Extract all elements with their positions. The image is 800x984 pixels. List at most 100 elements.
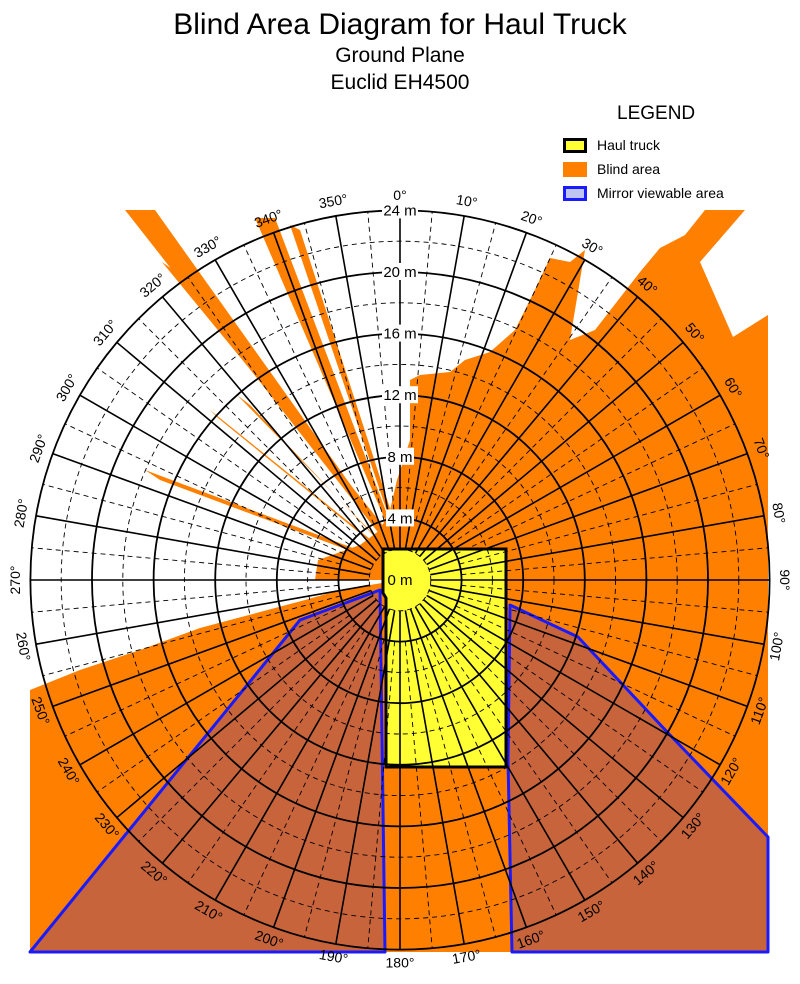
spoke-330deg xyxy=(214,259,386,554)
spoke-275deg xyxy=(31,547,339,576)
spoke-45deg xyxy=(443,318,662,537)
spoke-95deg xyxy=(461,584,769,613)
spoke-5deg xyxy=(404,211,433,519)
polar-grid xyxy=(29,209,771,951)
spoke-255deg xyxy=(42,595,341,677)
range-label-bg xyxy=(382,324,418,342)
spoke-345deg xyxy=(303,222,385,521)
spoke-310deg xyxy=(116,341,377,561)
radial-labels: 0 m 4 m 8 m 12 m 16 m 20 m 24 m xyxy=(382,201,418,589)
spoke-265deg xyxy=(31,584,339,613)
spoke-220deg xyxy=(161,603,381,864)
angle-label: 300° xyxy=(52,371,80,404)
spoke-50deg xyxy=(423,341,684,561)
range-label: 4 m xyxy=(387,510,412,527)
spoke-260deg xyxy=(35,584,370,645)
angle-label: 20° xyxy=(519,207,544,229)
angle-label: 100° xyxy=(766,631,787,662)
range-label: 20 m xyxy=(383,264,416,281)
spoke-155deg xyxy=(425,635,557,916)
spoke-135deg xyxy=(443,623,662,842)
spoke-290deg xyxy=(52,452,372,571)
range-label-bg xyxy=(386,509,414,527)
range-label-bg xyxy=(382,201,418,219)
spoke-65deg xyxy=(455,423,736,555)
spoke-205deg xyxy=(243,635,375,916)
spoke-320deg xyxy=(161,296,381,557)
spoke-75deg xyxy=(459,483,758,565)
angle-label: 80° xyxy=(769,501,788,525)
spoke-305deg xyxy=(96,367,350,546)
spoke-240deg xyxy=(79,594,374,766)
angle-label: 290° xyxy=(26,432,51,465)
legend-swatch-mirror-area xyxy=(563,185,587,201)
spoke-115deg xyxy=(455,605,736,737)
spoke-15deg xyxy=(415,222,497,521)
legend-item-mirror-area: Mirror viewable area xyxy=(563,181,793,205)
legend-label-blind-area: Blind area xyxy=(597,161,661,177)
spoke-315deg xyxy=(138,318,357,537)
blind-sliver-2 xyxy=(210,410,388,556)
spoke-355deg xyxy=(367,211,396,519)
spoke-10deg xyxy=(404,215,465,550)
spoke-165deg xyxy=(415,639,497,938)
spoke-55deg xyxy=(450,367,704,546)
spoke-120deg xyxy=(426,594,721,766)
range-label: 8 m xyxy=(387,449,412,466)
diagram-subtitle: Ground Plane xyxy=(335,44,465,67)
mirror-area-left xyxy=(28,588,387,954)
spoke-235deg xyxy=(96,614,350,793)
range-label-bg xyxy=(386,571,414,588)
blind-sliver-5 xyxy=(162,262,393,540)
spoke-280deg xyxy=(35,515,370,576)
spoke-105deg xyxy=(459,595,758,677)
range-label-bg xyxy=(386,447,414,465)
legend-swatch-blind-area xyxy=(563,161,587,177)
range-label: 0 m xyxy=(387,572,412,589)
spoke-70deg xyxy=(428,452,748,571)
spoke-190deg xyxy=(335,610,396,945)
spoke-300deg xyxy=(79,394,374,566)
spoke-185deg xyxy=(367,641,396,949)
spoke-20deg xyxy=(409,232,528,552)
spoke-170deg xyxy=(404,610,465,945)
legend-item-blind-area: Blind area xyxy=(563,157,793,181)
spoke-175deg xyxy=(404,641,433,949)
spoke-295deg xyxy=(64,423,345,555)
spoke-200deg xyxy=(272,608,391,928)
legend-item-haul-truck: Haul truck xyxy=(563,133,793,157)
range-label: 24 m xyxy=(383,202,416,219)
blind-sliver-7 xyxy=(290,225,397,532)
spoke-130deg xyxy=(423,599,684,819)
vehicle-model: Euclid EH4500 xyxy=(330,71,470,94)
spoke-80deg xyxy=(430,515,765,576)
angle-label: 330° xyxy=(191,232,224,260)
spoke-335deg xyxy=(243,244,375,525)
spoke-85deg xyxy=(461,547,769,576)
angle-label: 180° xyxy=(386,954,415,970)
angle-label: 260° xyxy=(13,631,34,662)
angle-label: 0° xyxy=(393,187,406,203)
legend-swatch-haul-truck xyxy=(563,137,587,153)
legend-title: LEGEND xyxy=(617,103,696,124)
spoke-145deg xyxy=(434,630,613,884)
spoke-245deg xyxy=(64,605,345,737)
angle-label: 280° xyxy=(11,498,32,529)
spoke-210deg xyxy=(214,606,386,901)
spoke-60deg xyxy=(426,394,721,566)
angle-label: 190° xyxy=(318,946,349,967)
angle-label: 90° xyxy=(777,569,793,590)
angle-label: 270° xyxy=(7,566,23,595)
spoke-225deg xyxy=(138,623,357,842)
spoke-195deg xyxy=(303,639,385,938)
spoke-25deg xyxy=(425,244,557,525)
angle-label: 170° xyxy=(451,946,482,967)
spoke-110deg xyxy=(428,589,748,708)
spoke-340deg xyxy=(272,232,391,552)
spoke-35deg xyxy=(434,276,613,530)
spoke-160deg xyxy=(409,608,528,928)
angle-label: 10° xyxy=(455,191,479,210)
spoke-215deg xyxy=(187,630,366,884)
spoke-230deg xyxy=(116,599,377,819)
